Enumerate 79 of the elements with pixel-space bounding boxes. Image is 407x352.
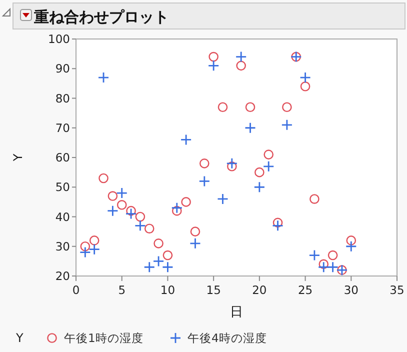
y-tick-label: 70	[55, 120, 70, 135]
y-tick-label: 90	[55, 62, 70, 76]
point	[198, 176, 210, 187]
point	[345, 240, 357, 252]
point	[80, 241, 90, 252]
x-axis-title: 日	[230, 305, 243, 320]
point	[245, 102, 256, 112]
point	[308, 250, 320, 261]
point	[106, 205, 118, 217]
point	[208, 52, 218, 62]
point	[89, 236, 100, 246]
legend-title: Y	[15, 331, 24, 346]
point	[162, 261, 174, 273]
point	[172, 206, 182, 216]
legend-label: 午後1時の湿度	[64, 331, 144, 346]
point	[272, 220, 284, 232]
y-tick-label: 20	[55, 269, 70, 284]
point	[328, 250, 338, 260]
point	[116, 187, 128, 199]
point	[272, 218, 283, 228]
y-tick-label: 50	[55, 180, 70, 194]
point	[236, 60, 246, 71]
point	[116, 200, 127, 210]
point	[125, 208, 137, 220]
point	[346, 236, 356, 246]
x-tick-label: 25	[298, 283, 313, 297]
point	[300, 72, 311, 84]
x-tick-label: 35	[390, 283, 404, 297]
point	[108, 191, 118, 201]
x-tick-label: 0	[72, 283, 80, 297]
point	[262, 160, 274, 172]
point	[88, 244, 100, 256]
point	[162, 250, 173, 260]
point	[254, 167, 264, 178]
x-tick-label: 30	[344, 283, 358, 297]
point	[226, 158, 238, 170]
point	[208, 60, 220, 72]
point	[227, 161, 237, 172]
point	[217, 193, 228, 205]
point	[318, 259, 329, 270]
point	[318, 261, 330, 273]
point	[181, 197, 191, 207]
point	[281, 119, 293, 131]
point	[300, 82, 310, 92]
x-tick-label: 20	[252, 283, 267, 297]
y-tick-label: 40	[55, 210, 70, 224]
point	[98, 72, 110, 84]
point	[152, 255, 164, 267]
y-tick-label: 30	[55, 239, 70, 254]
point	[244, 122, 256, 134]
point	[282, 102, 292, 112]
x-tick-label: 10	[160, 283, 176, 297]
point	[154, 238, 164, 248]
y-axis-title: Y	[11, 153, 25, 162]
point	[310, 194, 320, 204]
point	[235, 51, 247, 62]
y-tick-label: 60	[55, 150, 70, 165]
point	[200, 158, 210, 168]
y-tick-label: 80	[55, 91, 70, 106]
point	[98, 173, 108, 184]
x-tick-label: 15	[206, 283, 221, 297]
point	[135, 212, 146, 222]
legend-label: 午後4時の湿度	[188, 331, 267, 346]
point	[254, 181, 266, 193]
point	[126, 206, 136, 216]
point	[264, 150, 274, 160]
point	[79, 246, 91, 258]
point	[190, 226, 200, 236]
point	[218, 102, 228, 112]
point	[134, 220, 146, 232]
point	[327, 261, 338, 273]
y-tick-label: 100	[48, 32, 70, 46]
point	[190, 238, 201, 250]
point	[180, 134, 192, 146]
x-tick-label: 5	[118, 283, 126, 297]
point	[144, 224, 154, 234]
chart-title: 重ね合わせプロット	[33, 8, 169, 26]
point	[144, 261, 156, 273]
point	[171, 202, 183, 214]
